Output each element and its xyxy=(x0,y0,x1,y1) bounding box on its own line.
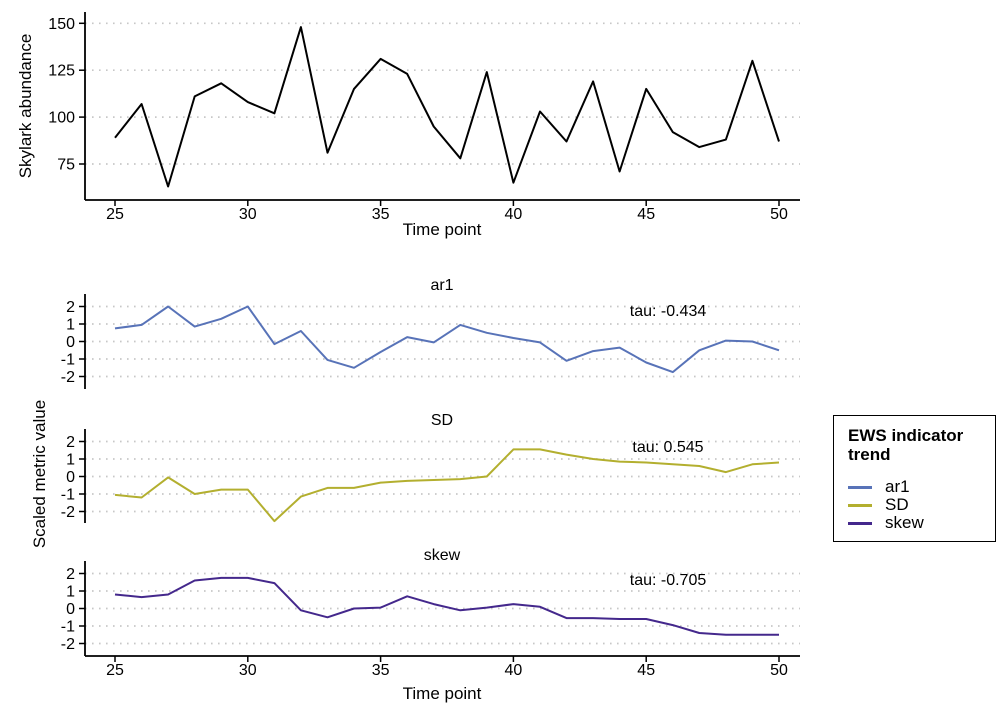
x-tick-label: 45 xyxy=(637,662,655,679)
y-tick-label: -2 xyxy=(61,369,75,386)
legend: EWS indicator trend ar1 SD skew xyxy=(833,415,996,542)
ar1-panel: 210-1-2 xyxy=(61,294,800,389)
y-tick-label: -2 xyxy=(61,504,75,521)
abundance-line xyxy=(114,26,780,188)
legend-label-sd: SD xyxy=(885,495,909,514)
x-tick-label: 25 xyxy=(106,206,124,223)
abundance-y-axis-title: Skylark abundance xyxy=(16,33,35,179)
x-tick-label: 50 xyxy=(770,206,788,223)
tau-annotation-ar1: tau: -0.434 xyxy=(629,303,707,320)
y-tick-label: -2 xyxy=(61,636,75,653)
sd-panel: 210-1-2 xyxy=(61,429,800,523)
x-tick-label: 45 xyxy=(637,206,655,223)
legend-item-ar1: ar1 xyxy=(848,478,995,496)
facet-title-ar1: ar1 xyxy=(430,277,454,294)
y-tick-label: -1 xyxy=(61,619,75,636)
y-tick-label: 2 xyxy=(66,434,75,451)
abundance-x-axis-title: Time point xyxy=(402,220,482,239)
legend-label-ar1: ar1 xyxy=(885,477,910,496)
y-tick-label: 1 xyxy=(66,317,75,334)
facet-y-axis-title: Scaled metric value xyxy=(30,399,49,549)
legend-label-skew: skew xyxy=(885,513,924,532)
tau-annotation-sd: tau: 0.545 xyxy=(632,439,704,456)
sd-line-swatch xyxy=(848,503,872,507)
y-tick-label: 75 xyxy=(57,157,75,174)
y-tick-label: -1 xyxy=(61,352,75,369)
legend-item-sd: SD xyxy=(848,496,995,514)
x-tick-label: 35 xyxy=(372,662,390,679)
x-tick-label: 30 xyxy=(239,662,257,679)
legend-title: EWS indicator trend xyxy=(848,426,964,464)
y-tick-label: 2 xyxy=(66,299,75,316)
y-tick-label: 150 xyxy=(48,16,75,33)
x-tick-label: 40 xyxy=(505,662,523,679)
ar1-line xyxy=(114,305,780,374)
sd-line xyxy=(114,448,780,523)
tau-annotation-skew: tau: -0.705 xyxy=(629,572,707,589)
y-tick-label: 0 xyxy=(66,334,75,351)
legend-item-skew: skew xyxy=(848,514,995,532)
facet-x-axis-title: Time point xyxy=(402,684,482,703)
x-tick-label: 40 xyxy=(505,206,523,223)
abundance-panel: 75 100 125 150 25 30 35 40 45 50 xyxy=(48,12,800,223)
y-tick-label: -1 xyxy=(61,487,75,504)
facet-title-skew: skew xyxy=(423,547,461,564)
y-tick-label: 0 xyxy=(66,601,75,618)
ar1-line-swatch xyxy=(848,485,872,489)
x-tick-label: 50 xyxy=(770,662,788,679)
x-tick-label: 30 xyxy=(239,206,257,223)
y-tick-label: 125 xyxy=(48,63,75,80)
y-tick-label: 100 xyxy=(48,110,75,127)
y-tick-label: 0 xyxy=(66,469,75,486)
facet-title-sd: SD xyxy=(430,412,454,429)
y-tick-label: 1 xyxy=(66,584,75,601)
y-tick-label: 2 xyxy=(66,566,75,583)
x-tick-label: 35 xyxy=(372,206,390,223)
x-tick-label: 25 xyxy=(106,662,124,679)
skew-panel: 210-1-2 25 30 35 40 45 50 xyxy=(61,561,800,679)
skew-line xyxy=(114,576,779,636)
skew-line-swatch xyxy=(848,521,872,525)
y-tick-label: 1 xyxy=(66,452,75,469)
